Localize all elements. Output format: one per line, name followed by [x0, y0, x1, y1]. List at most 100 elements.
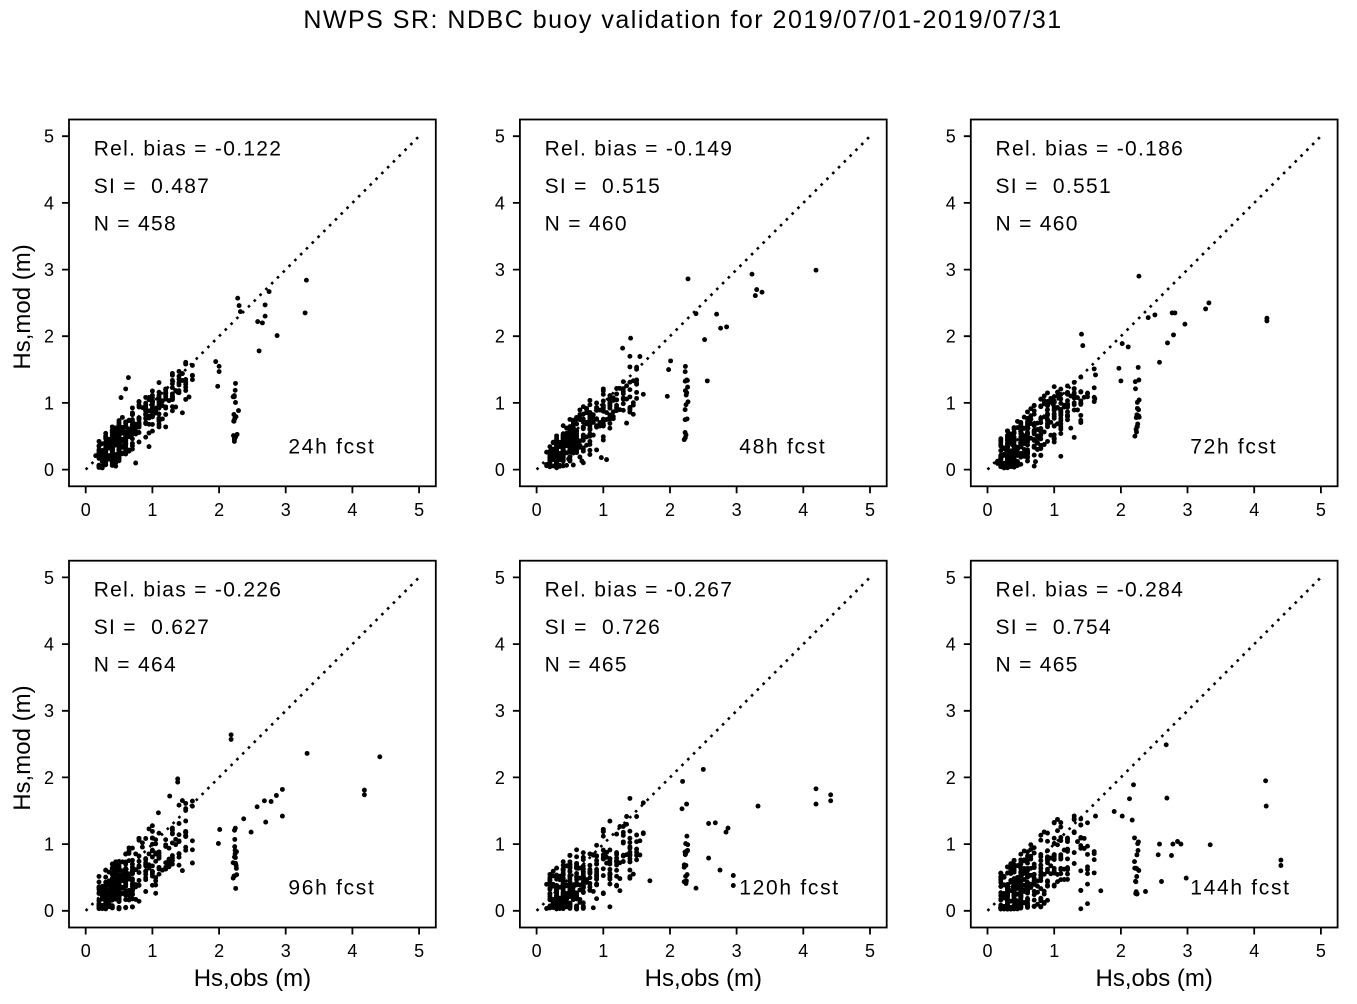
- svg-text:0: 0: [495, 460, 505, 480]
- svg-text:1: 1: [946, 393, 956, 413]
- svg-text:0: 0: [982, 500, 992, 520]
- svg-text:144h fcst: 144h fcst: [1190, 877, 1291, 900]
- svg-text:N = 460: N = 460: [996, 213, 1079, 236]
- svg-text:4: 4: [495, 193, 505, 213]
- svg-text:3: 3: [44, 701, 54, 721]
- svg-text:2: 2: [665, 941, 675, 961]
- svg-text:1: 1: [598, 500, 608, 520]
- svg-text:48h fcst: 48h fcst: [739, 436, 826, 459]
- svg-text:SI = 0.551: SI = 0.551: [996, 175, 1112, 198]
- svg-text:4: 4: [44, 635, 54, 655]
- svg-text:1: 1: [1049, 941, 1059, 961]
- svg-text:4: 4: [347, 500, 357, 520]
- svg-text:5: 5: [1316, 941, 1326, 961]
- svg-text:0: 0: [44, 901, 54, 921]
- svg-text:2: 2: [665, 500, 675, 520]
- svg-text:24h fcst: 24h fcst: [288, 436, 375, 459]
- svg-text:1: 1: [495, 393, 505, 413]
- svg-text:2: 2: [946, 327, 956, 347]
- svg-text:1: 1: [495, 835, 505, 855]
- svg-text:2: 2: [495, 768, 505, 788]
- svg-text:Rel. bias = -0.284: Rel. bias = -0.284: [996, 579, 1185, 602]
- svg-text:5: 5: [414, 941, 424, 961]
- svg-text:Hs,obs (m): Hs,obs (m): [1096, 965, 1213, 992]
- svg-text:3: 3: [732, 941, 742, 961]
- svg-text:3: 3: [281, 500, 291, 520]
- svg-text:N = 458: N = 458: [94, 213, 177, 236]
- svg-text:5: 5: [946, 568, 956, 588]
- svg-text:2: 2: [946, 768, 956, 788]
- svg-text:4: 4: [946, 635, 956, 655]
- svg-text:5: 5: [946, 127, 956, 147]
- svg-text:0: 0: [532, 941, 542, 961]
- svg-text:96h fcst: 96h fcst: [288, 877, 375, 900]
- svg-text:Hs,obs (m): Hs,obs (m): [645, 965, 762, 992]
- svg-text:4: 4: [946, 193, 956, 213]
- svg-text:5: 5: [1316, 500, 1326, 520]
- svg-text:1: 1: [1049, 500, 1059, 520]
- svg-text:5: 5: [865, 941, 875, 961]
- svg-text:4: 4: [44, 193, 54, 213]
- svg-text:SI = 0.627: SI = 0.627: [94, 616, 210, 639]
- svg-text:5: 5: [495, 127, 505, 147]
- svg-text:2: 2: [44, 327, 54, 347]
- svg-text:3: 3: [495, 260, 505, 280]
- svg-text:5: 5: [44, 127, 54, 147]
- svg-text:1: 1: [946, 835, 956, 855]
- svg-text:3: 3: [1182, 941, 1192, 961]
- svg-text:1: 1: [598, 941, 608, 961]
- svg-text:5: 5: [44, 568, 54, 588]
- svg-text:0: 0: [946, 460, 956, 480]
- svg-text:Rel. bias = -0.122: Rel. bias = -0.122: [94, 138, 283, 161]
- svg-text:N = 460: N = 460: [545, 213, 628, 236]
- svg-text:SI = 0.515: SI = 0.515: [545, 175, 661, 198]
- svg-text:1: 1: [147, 941, 157, 961]
- svg-text:Hs,mod (m): Hs,mod (m): [9, 685, 36, 810]
- svg-text:0: 0: [81, 500, 91, 520]
- svg-text:Rel. bias = -0.186: Rel. bias = -0.186: [996, 138, 1185, 161]
- svg-text:4: 4: [1249, 941, 1259, 961]
- svg-text:2: 2: [44, 768, 54, 788]
- svg-text:Rel. bias = -0.226: Rel. bias = -0.226: [94, 579, 283, 602]
- svg-text:4: 4: [798, 500, 808, 520]
- svg-text:0: 0: [44, 460, 54, 480]
- svg-text:0: 0: [532, 500, 542, 520]
- svg-text:3: 3: [44, 260, 54, 280]
- svg-text:N = 465: N = 465: [996, 654, 1079, 677]
- svg-text:1: 1: [44, 835, 54, 855]
- svg-text:3: 3: [495, 701, 505, 721]
- svg-text:2: 2: [1116, 500, 1126, 520]
- svg-text:Rel. bias = -0.149: Rel. bias = -0.149: [545, 138, 734, 161]
- svg-text:4: 4: [347, 941, 357, 961]
- svg-text:120h fcst: 120h fcst: [739, 877, 840, 900]
- svg-text:2: 2: [214, 941, 224, 961]
- svg-text:0: 0: [81, 941, 91, 961]
- svg-text:5: 5: [414, 500, 424, 520]
- svg-text:1: 1: [147, 500, 157, 520]
- svg-text:2: 2: [1116, 941, 1126, 961]
- svg-text:1: 1: [44, 393, 54, 413]
- svg-text:Rel. bias = -0.267: Rel. bias = -0.267: [545, 579, 734, 602]
- svg-text:3: 3: [1182, 500, 1192, 520]
- svg-text:4: 4: [798, 941, 808, 961]
- svg-text:4: 4: [495, 635, 505, 655]
- svg-text:SI = 0.726: SI = 0.726: [545, 616, 661, 639]
- svg-text:NWPS SR: NDBC buoy validation: NWPS SR: NDBC buoy validation for 2019/0…: [303, 6, 1062, 34]
- svg-text:Hs,obs (m): Hs,obs (m): [194, 965, 311, 992]
- svg-text:N = 465: N = 465: [545, 654, 628, 677]
- svg-text:SI = 0.754: SI = 0.754: [996, 616, 1112, 639]
- svg-text:2: 2: [214, 500, 224, 520]
- svg-text:0: 0: [982, 941, 992, 961]
- svg-text:72h fcst: 72h fcst: [1190, 436, 1277, 459]
- svg-text:0: 0: [495, 901, 505, 921]
- svg-text:3: 3: [732, 500, 742, 520]
- svg-text:3: 3: [281, 941, 291, 961]
- svg-text:2: 2: [495, 327, 505, 347]
- svg-text:Hs,mod (m): Hs,mod (m): [9, 244, 36, 369]
- svg-text:5: 5: [495, 568, 505, 588]
- svg-text:SI = 0.487: SI = 0.487: [94, 175, 210, 198]
- svg-text:4: 4: [1249, 500, 1259, 520]
- svg-text:3: 3: [946, 260, 956, 280]
- svg-text:3: 3: [946, 701, 956, 721]
- svg-text:5: 5: [865, 500, 875, 520]
